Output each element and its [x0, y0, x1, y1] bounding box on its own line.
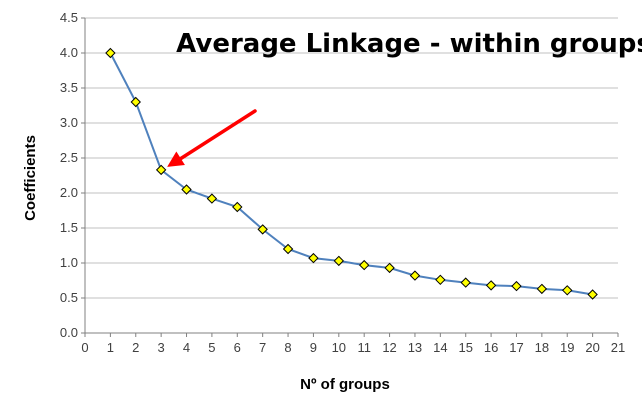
data-point: [511, 280, 522, 292]
x-tick-label: 0: [81, 340, 88, 355]
y-tick-label: 2.5: [60, 150, 78, 165]
y-tick-label: 2.0: [60, 185, 78, 200]
x-tick-label: 15: [458, 340, 472, 355]
data-point: [384, 262, 395, 274]
data-point: [587, 289, 598, 300]
data-point: [105, 47, 116, 59]
data-point: [282, 243, 294, 255]
data-point: [155, 164, 167, 176]
chart-title: Average Linkage - within groups: [176, 29, 642, 59]
data-point: [333, 255, 345, 267]
data-point: [485, 280, 497, 291]
x-tick-label: 21: [611, 340, 625, 355]
x-tick-label: 13: [408, 340, 422, 355]
x-tick-label: 17: [509, 340, 523, 355]
arrow-head: [167, 151, 185, 167]
y-tick-label: 1.0: [60, 255, 78, 270]
data-point: [232, 201, 243, 213]
y-tick-label: 0.0: [60, 325, 78, 340]
y-axis-title: Coefficients: [22, 135, 39, 221]
x-tick-label: 18: [535, 340, 549, 355]
x-tick-label: 20: [585, 340, 599, 355]
x-tick-label: 3: [158, 340, 165, 355]
y-tick-label: 3.5: [60, 80, 78, 95]
x-tick-label: 11: [357, 340, 371, 355]
x-tick-labels: 0 1 2 3 4 5 6 7 8 9 10 11 12 13 14 15 16 17 18 19 20 21: [81, 340, 625, 355]
x-tick-label: 14: [433, 340, 447, 355]
annotation-arrow: [167, 109, 257, 167]
y-tick-label: 4.0: [60, 45, 78, 60]
x-tick-label: 2: [132, 340, 139, 355]
x-tick-label: 9: [310, 340, 317, 355]
x-tick-label: 12: [382, 340, 396, 355]
axes: [81, 17, 619, 337]
x-axis-title: Nº of groups: [300, 376, 390, 393]
y-tick-label: 3.0: [60, 115, 78, 130]
series-polyline: [109, 52, 593, 296]
data-point: [206, 193, 218, 204]
x-tick-label: 19: [560, 340, 574, 355]
data-point: [257, 224, 268, 235]
y-tick-labels: 0.0 0.5 1.0 1.5 2.0 2.5 3.0 3.5 4.0 4.5: [60, 10, 78, 340]
data-point: [562, 285, 573, 296]
x-tick-label: 6: [234, 340, 241, 355]
x-tick-label: 1: [107, 340, 114, 355]
y-tick-label: 0.5: [60, 290, 78, 305]
x-tick-label: 16: [484, 340, 498, 355]
y-tick-label: 4.5: [60, 10, 78, 25]
data-points: [105, 47, 598, 300]
data-point: [460, 277, 471, 288]
gridlines: [85, 17, 618, 299]
data-point: [181, 184, 192, 195]
x-tick-label: 8: [284, 340, 291, 355]
data-point: [308, 252, 319, 264]
x-tick-label: 10: [332, 340, 346, 355]
data-point: [130, 96, 141, 108]
data-point: [358, 259, 370, 271]
x-tick-label: 4: [183, 340, 190, 355]
data-point: [409, 270, 421, 281]
data-point: [435, 274, 446, 286]
y-tick-label: 1.5: [60, 220, 78, 235]
x-tick-label: 7: [259, 340, 266, 355]
arrow-shaft: [175, 109, 257, 163]
data-point: [536, 283, 548, 295]
x-tick-label: 5: [208, 340, 215, 355]
series-line: [109, 52, 593, 296]
